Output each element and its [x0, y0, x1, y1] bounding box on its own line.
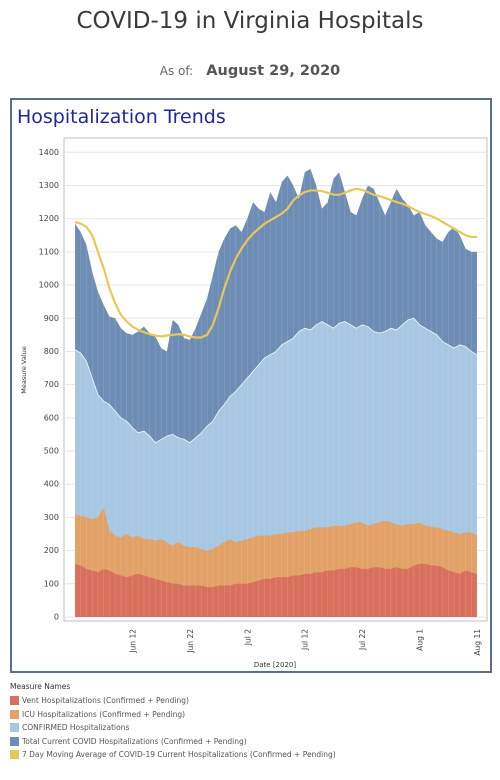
moving-average-line	[74, 187, 477, 339]
y-axis-label: Measure Value	[20, 346, 28, 394]
y-tick-label: 400	[44, 480, 59, 489]
y-tick-label: 100	[44, 579, 59, 588]
legend-item-icu: ICU Hospitalizations (Confirmed + Pendin…	[10, 708, 490, 722]
as-of-date: August 29, 2020	[206, 63, 341, 79]
y-tick-label: 300	[44, 513, 59, 522]
area-series	[74, 168, 478, 617]
legend-item-total: Total Current COVID Hospitalizations (Co…	[10, 735, 490, 749]
legend-swatch	[10, 709, 19, 719]
y-tick-label: 1400	[39, 148, 59, 157]
legend-swatch	[10, 750, 19, 760]
y-tick-label: 700	[44, 380, 59, 389]
legend-label: Vent Hospitalizations (Confirmed + Pendi…	[22, 696, 189, 706]
y-tick-label: 1300	[39, 181, 59, 190]
as-of-label: As of:	[159, 64, 194, 78]
x-tick-label: Jun 22	[186, 629, 195, 654]
x-tick-label: Jul 22	[358, 629, 367, 651]
x-tick-label: Jul 2	[243, 629, 252, 646]
legend-item-vent: Vent Hospitalizations (Confirmed + Pendi…	[10, 694, 490, 708]
legend-label: CONFIRMED Hospitalizations	[22, 723, 130, 733]
legend-item-moving-average: 7 Day Moving Average of COVID-19 Current…	[10, 748, 490, 762]
x-tick-label: Jun 12	[128, 629, 137, 654]
legend-label: ICU Hospitalizations (Confirmed + Pendin…	[22, 709, 186, 719]
y-tick-label: 600	[44, 413, 59, 422]
as-of-line: As of: August 29, 2020	[0, 60, 500, 79]
legend-swatch	[10, 696, 19, 706]
y-tick-label: 0	[54, 613, 59, 622]
hospitalization-trends-panel: Hospitalization Trends 0 100 200 300 400 500 6…	[10, 98, 492, 673]
y-tick-label: 1200	[39, 214, 59, 223]
legend-swatch	[10, 723, 19, 733]
line-series	[74, 187, 478, 444]
x-axis: Jun 12 Jun 22 Jul 2 Jul 12 Jul 22 Aug 1 Aug 11…	[64, 620, 487, 656]
x-tick-label: Aug 1	[416, 629, 425, 651]
x-tick-label: Aug 11	[473, 629, 482, 656]
legend-label: 7 Day Moving Average of COVID-19 Current…	[22, 750, 336, 760]
y-tick-label: 1100	[39, 247, 59, 256]
legend-item-confirmed: CONFIRMED Hospitalizations	[10, 721, 490, 735]
area-series-0	[75, 563, 477, 617]
legend-label: Total Current COVID Hospitalizations (Co…	[22, 736, 247, 746]
x-tick-label: Jul 12	[301, 629, 310, 651]
y-tick-label: 500	[44, 447, 59, 456]
y-tick-label: 200	[44, 546, 59, 555]
panel-title: Hospitalization Trends	[17, 106, 226, 128]
y-tick-label: 1000	[39, 281, 59, 290]
y-tick-label: 800	[44, 347, 59, 356]
legend-title: Measure Names	[10, 682, 71, 691]
y-axis: 0 100 200 300 400 500 600 700 800 900 1000 1100 1200…	[39, 148, 59, 622]
hospitalization-chart: 0 100 200 300 400 500 600 700 800 900 1000 1100 1200…	[20, 137, 488, 669]
legend: Measure Names Vent Hospitalizations (Con…	[10, 682, 490, 762]
confirmed-boundary	[74, 317, 478, 444]
page-title: COVID-19 in Virginia Hospitals	[76, 8, 424, 34]
x-axis-label: Date [2020]	[254, 661, 297, 669]
y-tick-label: 900	[44, 314, 59, 323]
legend-swatch	[10, 736, 19, 746]
